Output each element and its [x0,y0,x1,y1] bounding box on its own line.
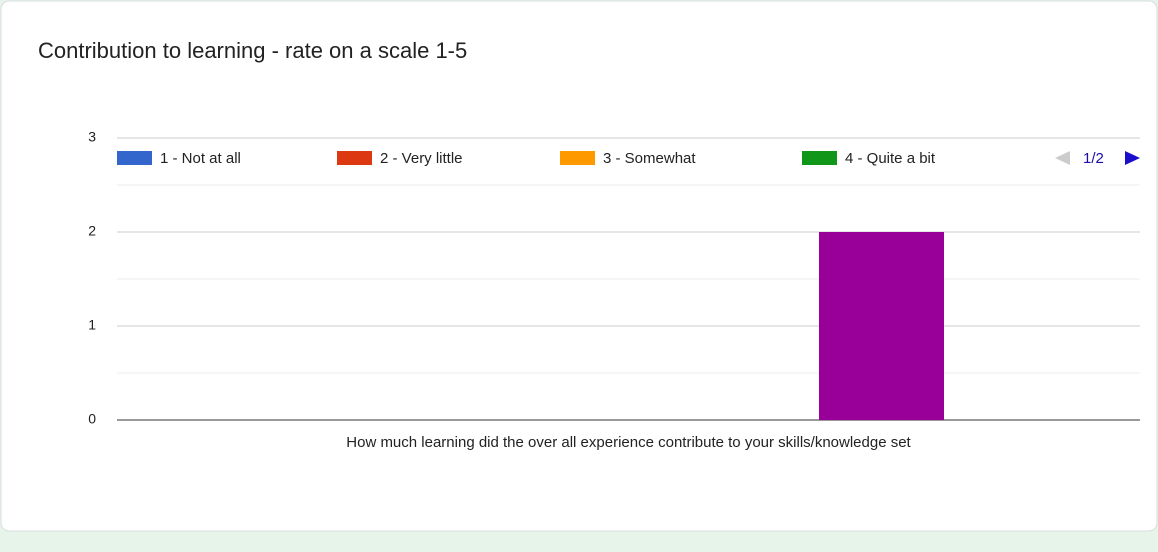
y-tick-label: 2 [88,223,96,239]
legend-label: 2 - Very little [380,150,463,167]
legend-page: 1/2 [1083,150,1104,167]
x-tick-label: How much learning did the over all exper… [346,434,911,451]
y-tick-label: 0 [88,411,96,427]
y-tick-label: 3 [88,129,96,145]
legend-label: 4 - Quite a bit [845,150,936,167]
legend-swatch [117,151,152,165]
y-tick-label: 1 [88,317,96,333]
prev-page[interactable] [1055,151,1070,165]
next-page[interactable] [1125,151,1140,165]
legend-swatch [337,151,372,165]
legend-label: 3 - Somewhat [603,150,696,167]
card [0,0,1158,532]
legend-swatch [802,151,837,165]
legend-label: 1 - Not at all [160,150,241,167]
bar [819,232,944,420]
legend-swatch [560,151,595,165]
chart-title: Contribution to learning - rate on a sca… [38,38,467,63]
